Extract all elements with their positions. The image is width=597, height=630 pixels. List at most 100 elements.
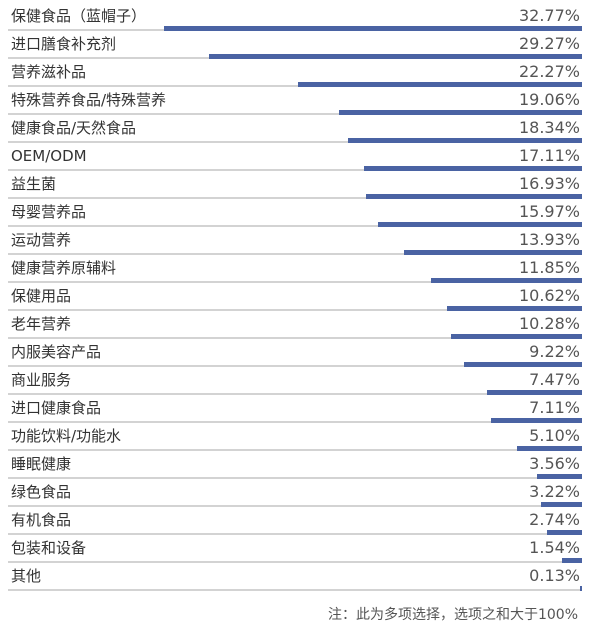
chart-row: 功能饮料/功能水 5.10% [0,423,597,451]
chart-row: 保健食品（蓝帽子） 32.77% [0,3,597,31]
category-label: 健康食品/天然食品 [11,119,137,137]
category-label: 母婴营养品 [11,203,87,221]
category-label: 健康营养原辅料 [11,259,117,277]
category-label: OEM/ODM [11,147,87,165]
bar-track [8,421,582,423]
bar-track [8,169,582,171]
value-label: 9.22% [529,342,580,361]
category-label: 运动营养 [11,231,72,249]
category-label: 保健食品（蓝帽子） [11,7,147,25]
category-label: 特殊营养食品/特殊营养 [11,91,167,109]
value-label: 0.13% [529,566,580,585]
chart-row: 营养滋补品 22.27% [0,59,597,87]
value-label: 10.62% [518,286,580,305]
value-label: 22.27% [518,62,580,81]
bar-track [8,85,582,87]
value-label: 7.11% [529,398,580,417]
value-label: 16.93% [518,174,580,193]
chart-row: 商业服务 7.47% [0,367,597,395]
bar [451,334,582,339]
chart-note: 注：此为多项选择，选项之和大于100% [327,607,578,623]
value-label: 1.54% [529,538,580,557]
value-label: 32.77% [518,6,580,25]
chart-row: 进口膳食补充剂 29.27% [0,31,597,59]
value-label: 17.11% [518,146,580,165]
bar [366,194,582,199]
bar-track [8,225,582,227]
chart-row: OEM/ODM 17.11% [0,143,597,171]
category-label: 其他 [11,567,42,585]
chart-row: 保健用品 10.62% [0,283,597,311]
bar-track [8,477,582,479]
bar-track [8,365,582,367]
value-label: 10.28% [518,314,580,333]
bar [364,166,582,171]
value-label: 3.56% [529,454,580,473]
category-label: 进口膳食补充剂 [11,35,117,53]
value-label: 5.10% [529,426,580,445]
bar-track [8,253,582,255]
chart-row: 进口健康食品 7.11% [0,395,597,423]
chart-row: 母婴营养品 15.97% [0,199,597,227]
bar-track [8,561,582,563]
chart-row: 老年营养 10.28% [0,311,597,339]
bar-track [8,533,582,535]
value-label: 2.74% [529,510,580,529]
bar-track [8,589,582,591]
bar [487,390,582,395]
bar [491,418,582,423]
bar-track [8,113,582,115]
chart-row: 其他 0.13% [0,563,597,591]
category-label: 保健用品 [11,287,72,305]
bar [431,278,582,283]
category-label: 益生菌 [11,175,57,193]
bar [378,222,582,227]
bar [209,54,582,59]
bar [348,138,582,143]
value-label: 3.22% [529,482,580,501]
category-label: 包装和设备 [11,539,87,557]
bar-track [8,309,582,311]
value-label: 18.34% [518,118,580,137]
bar [537,474,582,479]
bar-track [8,505,582,507]
chart-row: 益生菌 16.93% [0,171,597,199]
chart-row: 有机食品 2.74% [0,507,597,535]
bar [562,558,582,563]
category-label: 内服美容产品 [11,343,102,361]
bar-track [8,281,582,283]
category-label: 商业服务 [11,371,72,389]
value-label: 7.47% [529,370,580,389]
category-label: 营养滋补品 [11,63,87,81]
category-label: 功能饮料/功能水 [11,427,122,445]
bar [339,110,582,115]
bar [580,586,582,591]
chart-row: 内服美容产品 9.22% [0,339,597,367]
bar-track [8,197,582,199]
bar [464,362,582,367]
bar [447,306,582,311]
bar [164,26,582,31]
bar-track [8,141,582,143]
category-label: 进口健康食品 [11,399,102,417]
category-label: 老年营养 [11,315,72,333]
category-label: 睡眠健康 [11,455,72,473]
bar-track [8,449,582,451]
value-label: 19.06% [518,90,580,109]
bar [541,502,582,507]
chart-row: 运动营养 13.93% [0,227,597,255]
value-label: 13.93% [518,230,580,249]
bar [547,530,582,535]
category-label: 有机食品 [11,511,72,529]
chart-row: 包装和设备 1.54% [0,535,597,563]
bar-track [8,337,582,339]
bar [517,446,582,451]
bar-track [8,393,582,395]
category-label: 绿色食品 [11,483,72,501]
value-label: 15.97% [518,202,580,221]
bar [404,250,582,255]
value-label: 29.27% [518,34,580,53]
chart-row: 健康食品/天然食品 18.34% [0,115,597,143]
chart-row: 绿色食品 3.22% [0,479,597,507]
